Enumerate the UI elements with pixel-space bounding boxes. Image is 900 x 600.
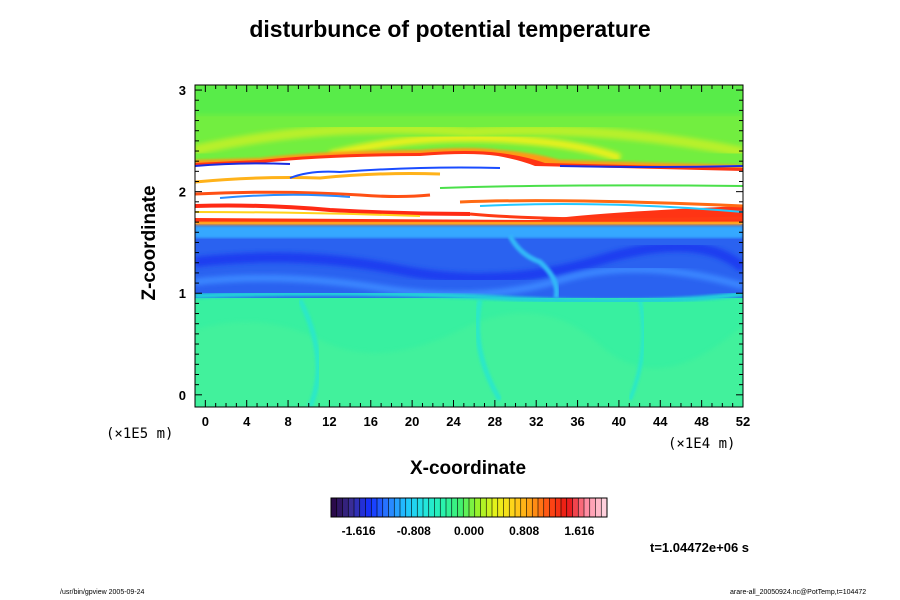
- colorbar-cell: [566, 498, 573, 517]
- colorbar-cell: [543, 498, 550, 517]
- colorbar-tick-label: 0.000: [454, 524, 484, 538]
- time-label: t=1.04472e+06 s: [650, 540, 750, 555]
- colorbar-cell: [538, 498, 545, 517]
- colorbar-cell: [411, 498, 418, 517]
- colorbar-cell: [469, 498, 476, 517]
- colorbar-cell: [354, 498, 361, 517]
- x-tick-label: 28: [488, 414, 502, 429]
- colorbar-cell: [388, 498, 395, 517]
- colorbar-cell: [595, 498, 602, 517]
- colorbar-cell: [578, 498, 585, 517]
- colorbar-cell: [601, 498, 608, 517]
- colorbar: -1.616 -0.808 0.000 0.808 1.616: [330, 497, 608, 538]
- colorbar-cell: [434, 498, 441, 517]
- x-tick-label: 16: [364, 414, 378, 429]
- x-tick-label: 20: [405, 414, 419, 429]
- y-tick-label: 0: [179, 388, 186, 403]
- colorbar-cell: [520, 498, 527, 517]
- colorbar-cell: [486, 498, 493, 517]
- colorbar-cell: [555, 498, 562, 517]
- x-axis: 0 4 8 12 16 20 24 28 32 36 40 44 48 52: [194, 85, 750, 429]
- x-axis-unit: (×1E4 m): [668, 436, 736, 452]
- chart-title: disturbunce of potential temperature: [249, 16, 651, 42]
- y-tick-label: 3: [179, 83, 186, 98]
- x-tick-label: 40: [612, 414, 626, 429]
- x-tick-label: 4: [243, 414, 251, 429]
- colorbar-cell: [480, 498, 487, 517]
- colorbar-cell: [348, 498, 355, 517]
- colorbar-cell: [417, 498, 424, 517]
- colorbar-cell: [463, 498, 470, 517]
- colorbar-cell: [584, 498, 591, 517]
- y-axis-label: Z-coordinate: [139, 185, 160, 301]
- colorbar-cell: [474, 498, 481, 517]
- footer-left: /usr/bin/gpview 2005-09-24: [60, 589, 145, 596]
- y-tick-label: 1: [179, 286, 186, 301]
- colorbar-tick-label: -1.616: [342, 524, 376, 538]
- heatmap-field: [195, 85, 743, 407]
- x-axis-label: X-coordinate: [409, 458, 527, 479]
- x-tick-label: 24: [446, 414, 461, 429]
- colorbar-cell: [572, 498, 579, 517]
- x-tick-label: 36: [570, 414, 584, 429]
- x-tick-label: 52: [736, 414, 750, 429]
- colorbar-cell: [336, 498, 343, 517]
- colorbar-cell: [451, 498, 458, 517]
- colorbar-cell: [440, 498, 447, 517]
- x-tick-label: 8: [284, 414, 291, 429]
- colorbar-cell: [589, 498, 596, 517]
- y-axis: 0 1 2 3: [179, 83, 743, 403]
- x-tick-label: 44: [653, 414, 668, 429]
- y-tick-label: 2: [179, 185, 186, 200]
- colorbar-cell: [423, 498, 430, 517]
- colorbar-cell: [503, 498, 510, 517]
- x-tick-label: 0: [202, 414, 209, 429]
- colorbar-cell: [394, 498, 401, 517]
- colorbar-cell: [428, 498, 435, 517]
- colorbar-cell: [526, 498, 533, 517]
- colorbar-cell: [365, 498, 372, 517]
- colorbar-cell: [359, 498, 366, 517]
- x-tick-label: 32: [529, 414, 543, 429]
- colorbar-cell: [549, 498, 556, 517]
- colorbar-cell: [515, 498, 522, 517]
- colorbar-cell: [342, 498, 349, 517]
- colorbar-cell: [377, 498, 384, 517]
- colorbar-cell: [492, 498, 499, 517]
- colorbar-frame: [330, 497, 608, 518]
- colorbar-cell: [532, 498, 539, 517]
- colorbar-cell: [400, 498, 407, 517]
- colorbar-cell: [405, 498, 412, 517]
- colorbar-tick-label: 0.808: [509, 524, 539, 538]
- colorbar-cell: [497, 498, 504, 517]
- y-axis-unit: (×1E5 m): [106, 426, 174, 442]
- colorbar-tick-label: -0.808: [397, 524, 431, 538]
- colorbar-cell: [509, 498, 516, 517]
- colorbar-tick-label: 1.616: [564, 524, 594, 538]
- colorbar-cell: [382, 498, 389, 517]
- colorbar-cell: [371, 498, 378, 517]
- colorbar-cell: [457, 498, 464, 517]
- colorbar-cell: [561, 498, 568, 517]
- footer-right: arare-all_20050924.nc@PotTemp,t=104472: [730, 589, 867, 596]
- x-tick-label: 12: [322, 414, 336, 429]
- colorbar-cell: [331, 498, 338, 517]
- plot-frame: [194, 84, 744, 408]
- x-tick-label: 48: [694, 414, 708, 429]
- colorbar-cell: [446, 498, 453, 517]
